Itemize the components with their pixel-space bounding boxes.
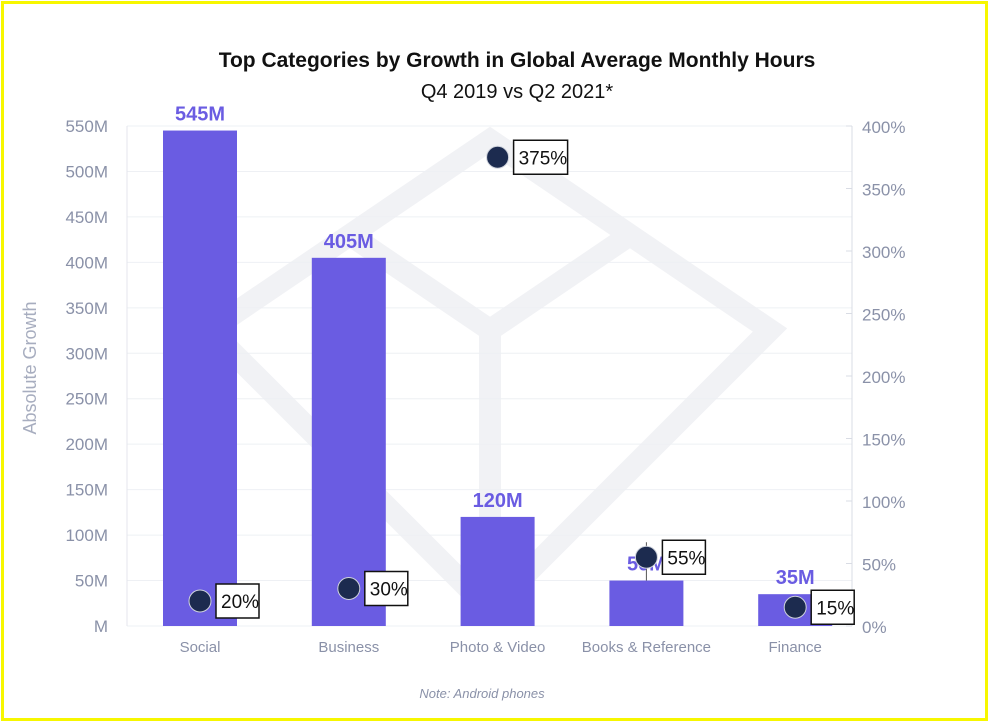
growth-label-box bbox=[810, 589, 855, 625]
y-tick-label: 50M bbox=[75, 572, 108, 591]
growth-label: 55% bbox=[667, 548, 705, 569]
category-label: Finance bbox=[769, 639, 822, 656]
y-tick-label: 250M bbox=[65, 390, 108, 409]
y2-tick-label: 350% bbox=[862, 181, 905, 200]
growth-label: 15% bbox=[816, 598, 854, 619]
y2-tick-label: 0% bbox=[862, 618, 887, 637]
growth-label-box bbox=[364, 570, 409, 607]
y2-tick-label: 50% bbox=[862, 556, 896, 575]
growth-dot bbox=[783, 595, 807, 619]
y2-tick-label: 150% bbox=[862, 431, 905, 450]
y2-tick-label: 300% bbox=[862, 243, 905, 262]
chart-subtitle: Q4 2019 vs Q2 2021* bbox=[421, 81, 614, 103]
bar bbox=[460, 516, 535, 626]
growth-dot bbox=[337, 577, 361, 600]
y-tick-label: 300M bbox=[65, 344, 108, 363]
category-label: Books & Reference bbox=[582, 639, 711, 656]
growth-dot bbox=[634, 545, 658, 569]
y-axis-label: Absolute Growth bbox=[20, 301, 40, 434]
y-tick-label: 200M bbox=[65, 435, 108, 454]
chart-note: Note: Android phones bbox=[419, 686, 545, 701]
y-tick-label: 100M bbox=[65, 526, 108, 545]
chart-title: Top Categories by Growth in Global Avera… bbox=[219, 49, 816, 72]
y-tick-label: 450M bbox=[65, 208, 108, 227]
y-tick-label: 350M bbox=[65, 299, 108, 318]
growth-label: 20% bbox=[221, 592, 259, 613]
bar-value-label: 405M bbox=[324, 231, 374, 253]
growth-dot bbox=[486, 145, 510, 169]
growth-label: 30% bbox=[370, 580, 408, 601]
bar-value-label: 120M bbox=[473, 490, 523, 512]
y-tick-label: M bbox=[94, 617, 108, 636]
y-tick-label: 150M bbox=[65, 481, 108, 500]
bar-value-label: 35M bbox=[776, 567, 815, 589]
y2-tick-label: 200% bbox=[862, 368, 905, 387]
y-tick-label: 500M bbox=[65, 162, 108, 181]
bar bbox=[311, 257, 386, 626]
category-label: Photo & Video bbox=[450, 639, 546, 656]
bar bbox=[609, 580, 684, 626]
growth-label-box bbox=[215, 583, 260, 619]
category-label: Business bbox=[318, 639, 379, 656]
y2-tick-label: 250% bbox=[862, 306, 905, 325]
growth-label-box bbox=[661, 539, 707, 575]
growth-label: 375% bbox=[519, 148, 568, 169]
y-tick-label: 400M bbox=[65, 253, 108, 272]
category-label: Social bbox=[180, 639, 221, 656]
y2-tick-label: 100% bbox=[862, 493, 905, 512]
growth-label-box bbox=[512, 139, 569, 175]
y-tick-label: 550M bbox=[65, 117, 108, 136]
bar-value-label: 545M bbox=[175, 104, 225, 126]
y2-tick-label: 400% bbox=[862, 118, 905, 137]
growth-dot bbox=[188, 589, 212, 613]
bar bbox=[163, 130, 237, 626]
